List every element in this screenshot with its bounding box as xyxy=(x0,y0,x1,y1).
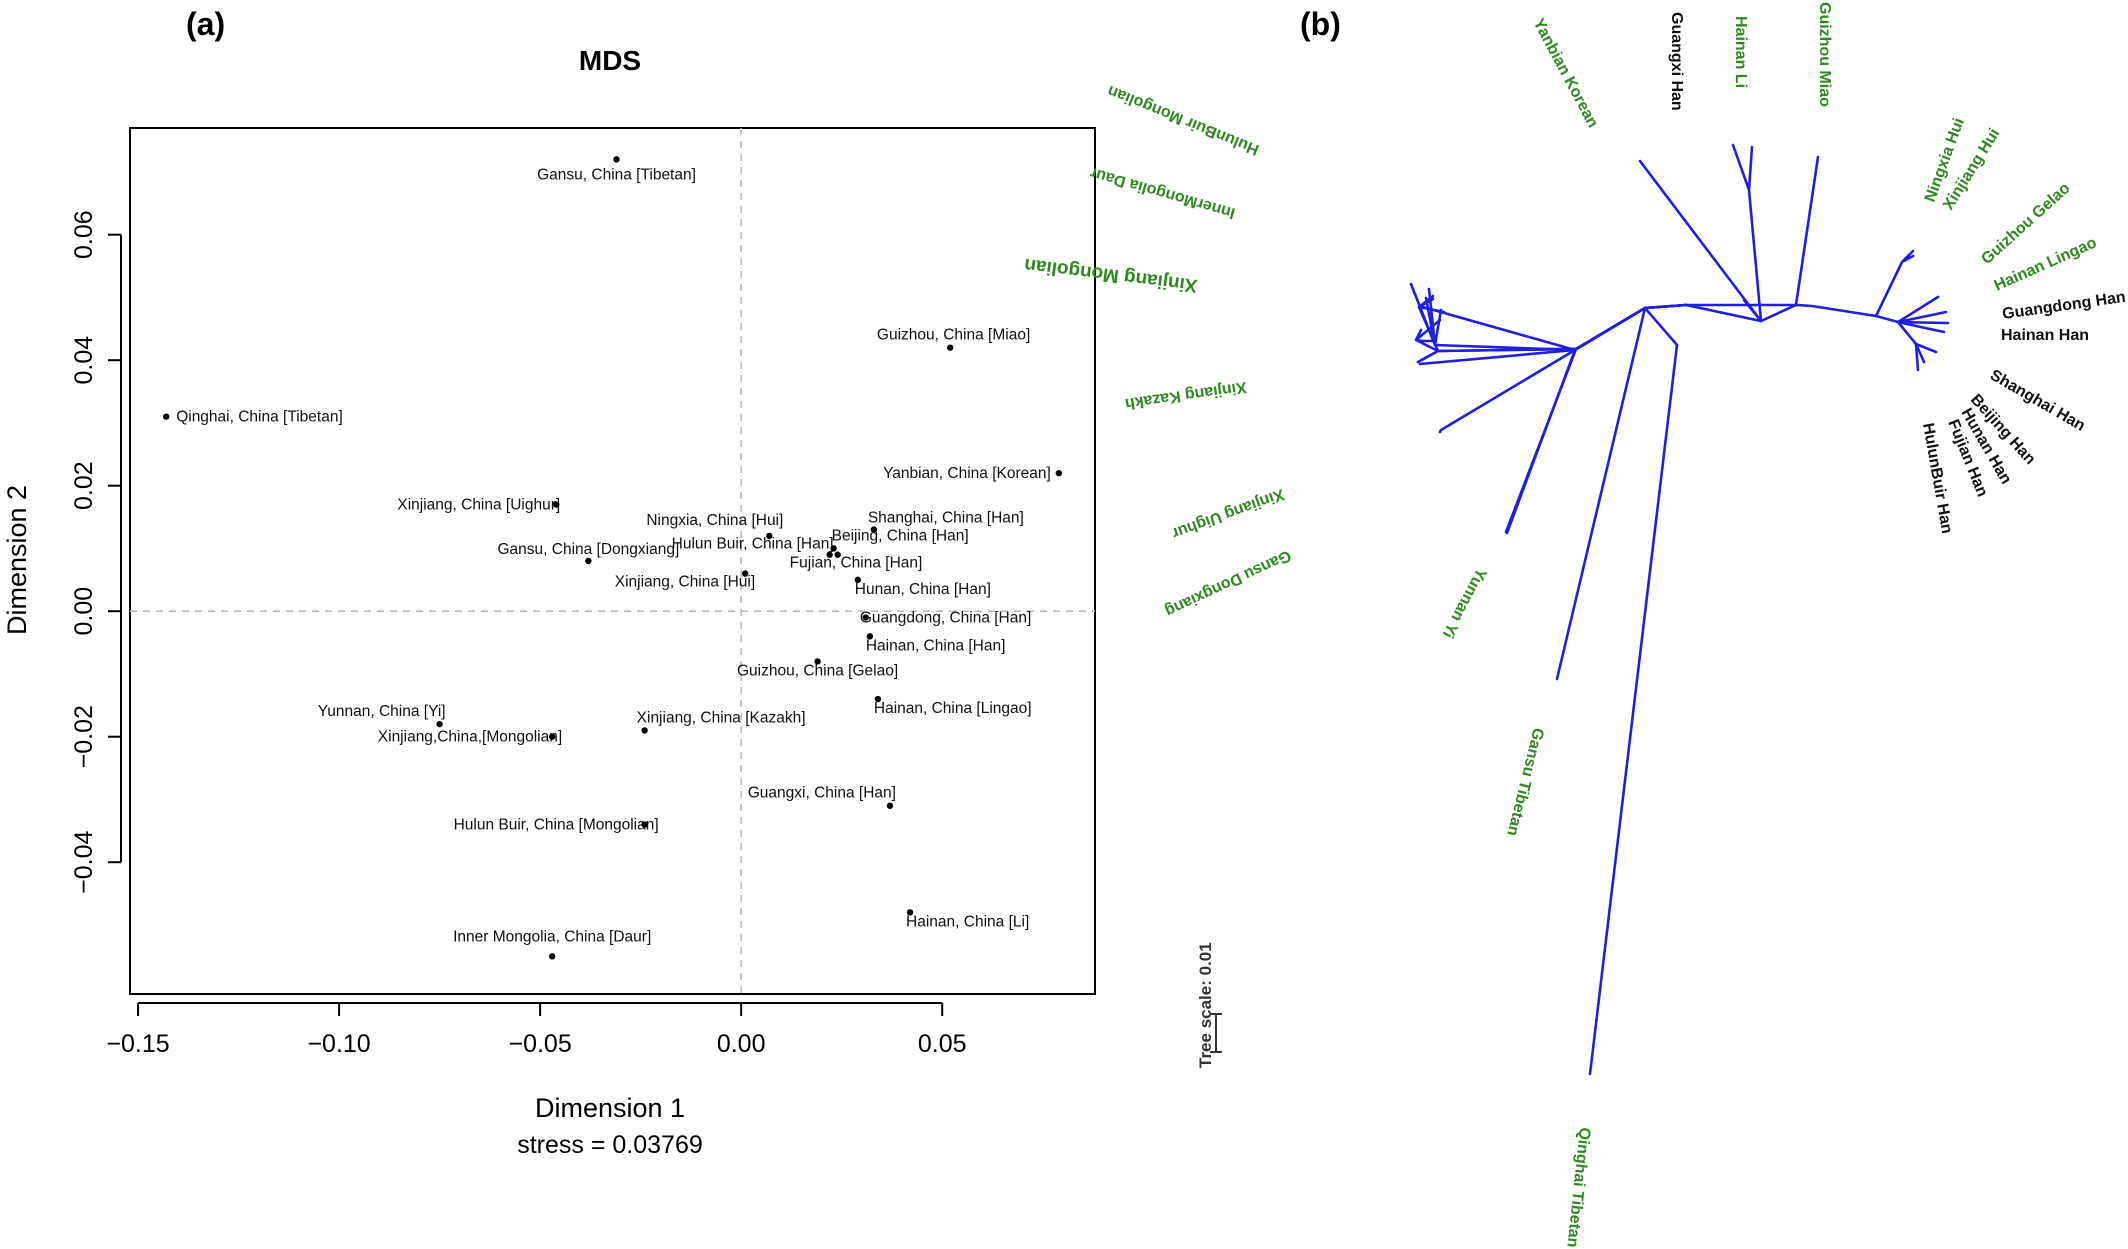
x-tick-label: 0.05 xyxy=(918,1030,967,1058)
tree-leaf-label: Hainan Lingao xyxy=(1992,234,2100,294)
point-label: Guizhou, China [Gelao] xyxy=(737,662,898,679)
tree-leaf-label: Yunnan Yi xyxy=(1439,565,1490,640)
point-label: Guangxi, China [Han] xyxy=(748,785,896,802)
data-point xyxy=(906,909,914,916)
tree-leaf-label: Xinjiang Hui xyxy=(1940,126,2003,213)
point-label: Qinghai, China [Tibetan] xyxy=(176,409,343,426)
data-point xyxy=(585,557,592,565)
mds-scatter-plot: MDS −0.15 −0.10 −0.05 0.00 0.05 −0.04 −0.02 0.… xyxy=(2,45,1096,1159)
tree-leaf-label: Hainan Li xyxy=(1732,16,1749,88)
tree-leaf-label: Gansu Dongxiang xyxy=(1162,546,1293,619)
x-axis: −0.15 −0.10 −0.05 0.00 0.05 xyxy=(106,1002,967,1058)
point-label: Xinjiang, China [Kazakh] xyxy=(637,709,806,726)
data-point xyxy=(436,720,443,728)
data-point xyxy=(874,695,882,703)
data-point xyxy=(613,156,620,163)
tree-leaf-labels: Yanbian Korean Guangxi Han Hainan Li Guizho… xyxy=(1023,2,2127,1248)
data-point xyxy=(870,526,878,533)
x-tick-label: −0.15 xyxy=(106,1030,169,1058)
data-point xyxy=(826,551,833,558)
point-label: Xinjiang, China [Hui] xyxy=(615,574,755,591)
data-point xyxy=(641,821,648,828)
y-tick-label: 0.00 xyxy=(70,587,98,636)
data-point xyxy=(1055,469,1063,477)
x-tick-label: −0.05 xyxy=(508,1030,571,1058)
point-label: Xinjiang, China [Uighur] xyxy=(397,497,560,514)
data-point xyxy=(766,532,773,540)
panel-b-label: (b) xyxy=(1300,6,1341,42)
tree-leaf-label: Fujian Han xyxy=(1944,417,1990,499)
tree-leaf-label: Ningxia Hui xyxy=(1922,116,1968,205)
point-label: Hulun Buir, China [Han] xyxy=(672,536,834,553)
tree-leaf-label: Xinjiang Uighur xyxy=(1170,485,1287,541)
tree-leaf-label: HulunBuir Han xyxy=(1919,422,1955,535)
tree-leaf-label: Qinghai Tibetan xyxy=(1563,1127,1593,1249)
data-point xyxy=(548,953,556,960)
point-label: Guangdong, China [Han] xyxy=(860,609,1031,626)
data-point xyxy=(741,570,749,577)
data-point xyxy=(862,614,870,621)
y-tick-label: −0.02 xyxy=(70,705,98,768)
point-label: Hainan, China [Han] xyxy=(866,637,1006,654)
data-point xyxy=(641,727,648,734)
point-label: Yanbian, China [Korean] xyxy=(883,465,1051,482)
y-tick-label: 0.02 xyxy=(70,461,98,510)
point-label: Gansu, China [Dongxiang] xyxy=(497,541,679,558)
data-point xyxy=(854,576,861,584)
point-label: Hainan, China [Li] xyxy=(906,913,1029,930)
tree-leaf-label: Guizhou Gelao xyxy=(1978,180,2073,268)
data-point xyxy=(947,344,954,351)
data-point xyxy=(830,545,837,552)
point-label: Beijing, China [Han] xyxy=(832,527,969,544)
y-tick-label: 0.06 xyxy=(70,210,98,259)
data-point xyxy=(814,658,821,665)
tree-leaf-label: Beijing Han xyxy=(1967,391,2039,468)
y-axis: −0.04 −0.02 0.00 0.02 0.04 0.06 xyxy=(70,210,122,894)
point-label: Inner Mongolia, China [Daur] xyxy=(453,928,651,945)
point-label: Shanghai, China [Han] xyxy=(868,510,1024,527)
stress-label: stress = 0.03769 xyxy=(517,1131,703,1159)
x-tick-label: −0.10 xyxy=(307,1030,370,1058)
plot-frame xyxy=(129,127,1096,995)
tree-branches xyxy=(1414,143,1950,1076)
tree-leaf-label: Guangdong Han xyxy=(2001,289,2127,323)
point-label: Fujian, China [Han] xyxy=(790,555,923,572)
scatter-points: Gansu, China [Tibetan] Guizhou, China [Mi… xyxy=(162,156,1063,960)
y-tick-label: 0.04 xyxy=(70,336,98,385)
y-tick-label: −0.04 xyxy=(70,830,98,893)
point-label: Hunan, China [Han] xyxy=(855,581,991,598)
tree-leaf-label: Shanghai Han xyxy=(1987,367,2088,435)
y-axis-label: Dimension 2 xyxy=(2,485,32,635)
x-tick-label: 0.00 xyxy=(717,1030,766,1058)
data-point xyxy=(866,633,874,640)
data-point xyxy=(548,733,556,740)
point-label: Yunnan, China [Yi] xyxy=(318,703,446,720)
chart-title: MDS xyxy=(579,45,641,76)
tree-leaf-label: Gansu Tibetan xyxy=(1503,726,1546,838)
data-point xyxy=(834,551,841,558)
point-label: Hainan, China [Lingao] xyxy=(874,700,1032,717)
tree-left-fan xyxy=(1409,282,1647,434)
tree-leaf-label: Guizhou Miao xyxy=(1816,2,1833,107)
point-label: Gansu, China [Tibetan] xyxy=(537,166,696,183)
tree-leaf-label: Guangxi Han xyxy=(1668,12,1685,111)
panel-a-label: (a) xyxy=(186,6,226,42)
data-point xyxy=(162,413,170,420)
tree-scale-bar xyxy=(1210,1013,1222,1053)
point-label: Guizhou, China [Miao] xyxy=(877,327,1030,344)
data-point xyxy=(553,501,560,508)
data-point xyxy=(886,802,894,809)
tree-leaf-label: Hainan Han xyxy=(2001,327,2089,344)
point-label: Hulun Buir, China [Mongolian] xyxy=(454,817,659,834)
tree-leaf-label: Yanbian Korean xyxy=(1529,16,1601,131)
point-label: Ningxia, China [Hui] xyxy=(646,512,783,529)
x-axis-label: Dimension 1 xyxy=(535,1093,685,1123)
tree-leaf-label: Hunan Han xyxy=(1958,406,2015,488)
point-label: Xinjiang,China,[Mongolian] xyxy=(378,729,562,746)
